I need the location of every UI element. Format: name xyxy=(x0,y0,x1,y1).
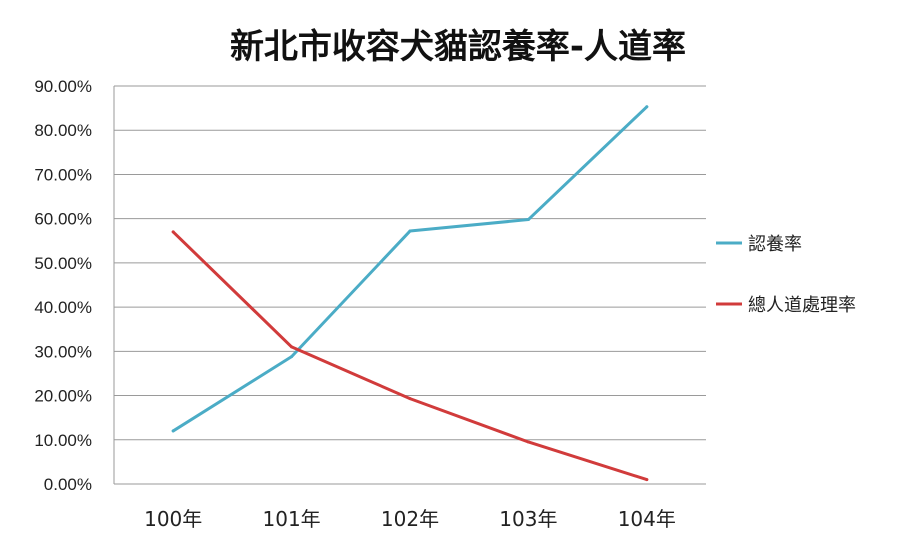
data-point xyxy=(645,105,649,109)
y-tick-label: 10.00% xyxy=(34,431,92,450)
data-point xyxy=(171,429,175,433)
data-point xyxy=(290,355,294,359)
series-line-0 xyxy=(171,105,649,433)
y-axis-ticks: 0.00% 10.00% 20.00% 30.00% 40.00% 50.00% 60.00… xyxy=(34,77,92,494)
y-tick-label: 70.00% xyxy=(34,165,92,184)
x-tick-label: 103年 xyxy=(499,507,557,531)
data-point xyxy=(408,229,412,233)
y-tick-label: 80.00% xyxy=(34,121,92,140)
y-tick-label: 60.00% xyxy=(34,210,92,229)
x-tick-label: 101年 xyxy=(263,507,321,531)
series-line-1 xyxy=(171,230,649,482)
y-tick-label: 0.00% xyxy=(44,475,92,494)
x-axis-ticks: 100年 101年 102年 103年 104年 xyxy=(144,507,676,531)
x-tick-label: 100年 xyxy=(144,507,202,531)
legend-label: 認養率 xyxy=(748,234,802,255)
x-tick-label: 104年 xyxy=(618,507,676,531)
data-point xyxy=(526,440,530,444)
data-point xyxy=(526,218,530,222)
y-tick-label: 20.00% xyxy=(34,387,92,406)
data-point xyxy=(408,397,412,401)
series xyxy=(171,105,649,482)
data-point xyxy=(171,230,175,234)
y-tick-label: 40.00% xyxy=(34,298,92,317)
y-tick-label: 90.00% xyxy=(34,77,92,96)
chart-title: 新北市收容犬貓認養率-人道率 xyxy=(230,27,686,67)
x-tick-label: 102年 xyxy=(381,507,439,531)
y-tick-label: 50.00% xyxy=(34,254,92,273)
legend-label: 總人道處理率 xyxy=(748,295,856,316)
y-tick-label: 30.00% xyxy=(34,342,92,361)
data-point xyxy=(645,478,649,482)
data-point xyxy=(290,345,294,349)
grid xyxy=(113,85,706,485)
